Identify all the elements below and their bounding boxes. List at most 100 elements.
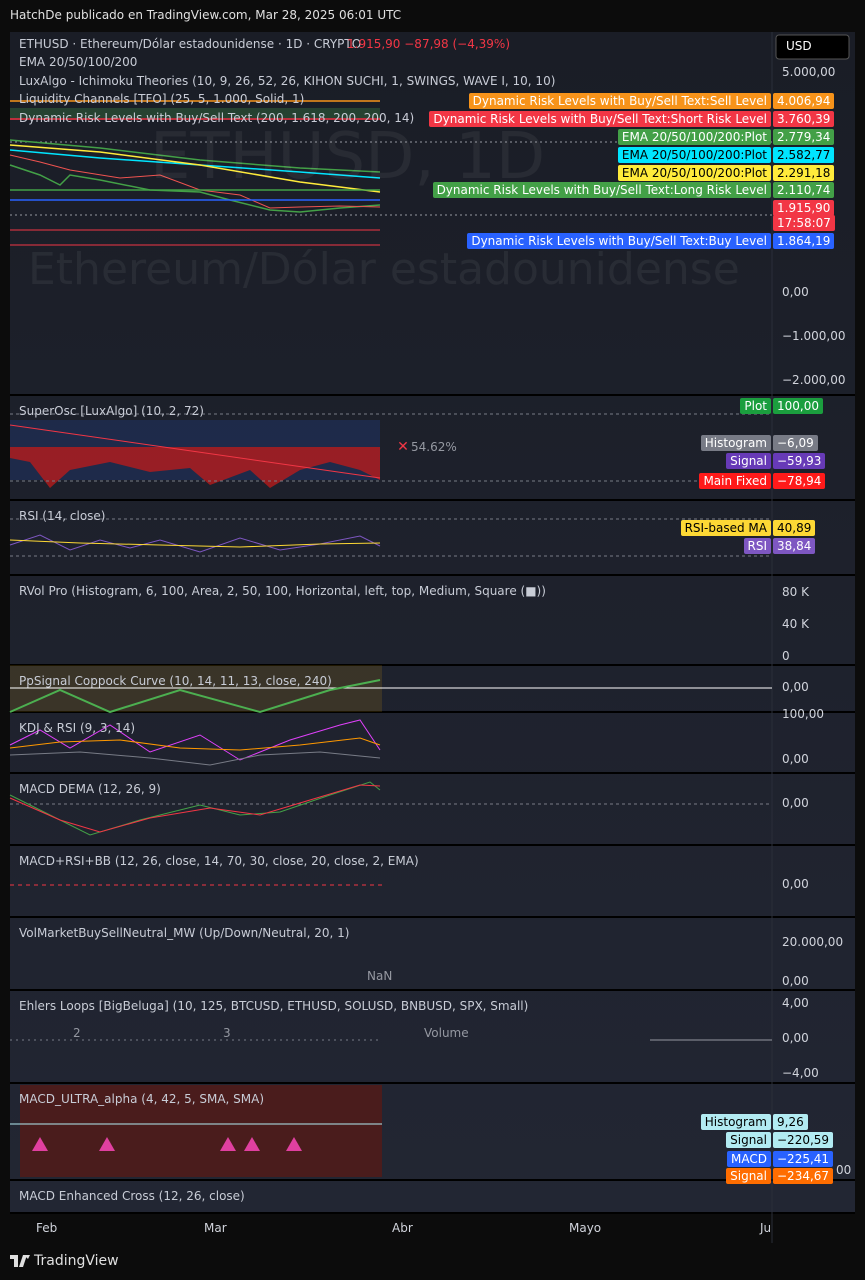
- kdj: [9, 719, 381, 766]
- tag-label: RSI-based MA: [680, 520, 771, 536]
- axis-label: 0,00: [782, 974, 809, 988]
- axis-label: 0,00: [782, 752, 809, 766]
- tag-value: 9,26: [773, 1114, 808, 1130]
- annotation: 2: [73, 1026, 81, 1040]
- axis-label: 00: [836, 1163, 852, 1177]
- tag-label: Plot: [740, 398, 771, 414]
- time-axis-label: Mar: [204, 1221, 227, 1235]
- tag-label: Dynamic Risk Levels with Buy/Sell Text:L…: [432, 182, 771, 198]
- tag-label: Signal: [726, 453, 771, 469]
- pane-separators: [10, 32, 855, 1243]
- tag-value: 38,84: [773, 538, 816, 554]
- currency-box[interactable]: [775, 34, 850, 60]
- annotation: Volume: [424, 1026, 469, 1040]
- tag-label: Dynamic Risk Levels with Buy/Sell Text:S…: [429, 111, 771, 127]
- tag-label: RSI: [743, 538, 771, 554]
- tag-value: −234,67: [773, 1168, 834, 1184]
- watermark-symbol: ETHUSD, 1D: [150, 120, 546, 194]
- tag-value: 3.760,39: [773, 111, 835, 127]
- tag-value: 100,00: [773, 398, 823, 414]
- axis-label: 80 K: [782, 585, 809, 599]
- pane-title: MACD Enhanced Cross (12, 26, close): [19, 1189, 245, 1203]
- tag-value: −59,93: [773, 453, 826, 469]
- tag-label: EMA 20/50/100/200:Plot: [617, 165, 771, 181]
- tag-label: Dynamic Risk Levels with Buy/Sell Text:B…: [467, 233, 771, 249]
- indicator-legend: EMA 20/50/100/200: [19, 55, 138, 69]
- pane-title: Ehlers Loops [BigBeluga] (10, 125, BTCUS…: [19, 999, 529, 1013]
- tag-label: Histogram: [700, 1114, 771, 1130]
- indicator-legend: LuxAlgo - Ichimoku Theories (10, 9, 26, …: [19, 73, 556, 88]
- axis-label: 0: [782, 649, 790, 663]
- tag-value: −6,09: [773, 435, 818, 451]
- footer-brand: TradingView: [34, 1253, 119, 1269]
- tag-label: MACD: [727, 1151, 771, 1167]
- annotation: NaN: [367, 969, 393, 983]
- annotation: 54.62%: [411, 440, 457, 454]
- tag-label: EMA 20/50/100/200:Plot: [617, 129, 771, 145]
- axis-label: 4,00: [782, 996, 809, 1010]
- time-axis-label: Feb: [36, 1221, 58, 1235]
- axis-label: −4,00: [782, 1066, 819, 1080]
- axis-label: 40 K: [782, 617, 809, 631]
- macd-ultra: [10, 1085, 382, 1177]
- header-title: HatchDe publicado en TradingView.com, Ma…: [10, 8, 402, 22]
- price-axis-label: 0,00: [782, 285, 809, 299]
- tag-value: 2.779,34: [773, 129, 835, 145]
- quote: 1.915,90 −87,98 (−4,39%): [347, 37, 511, 51]
- tag-value: 2.291,18: [773, 165, 835, 181]
- tag-label: Signal: [726, 1132, 771, 1148]
- time-axis-label: Ju: [760, 1221, 772, 1235]
- pane-title: RVol Pro (Histogram, 6, 100, Area, 2, 50…: [19, 584, 546, 598]
- pane-title: VolMarketBuySellNeutral_MW (Up/Down/Neut…: [19, 926, 350, 940]
- pane-title: PpSignal Coppock Curve (10, 14, 11, 13, …: [19, 674, 332, 688]
- tag-label: Histogram: [700, 435, 771, 451]
- annotation: 3: [223, 1026, 231, 1040]
- axis-label: 0,00: [782, 680, 809, 694]
- svg-text:✕: ✕: [397, 439, 409, 455]
- panes-background: [10, 32, 855, 1213]
- tag-value: 2.110,74: [773, 182, 835, 198]
- pane-title: SuperOsc [LuxAlgo] (10, 2, 72): [19, 404, 204, 418]
- footer-logo: [10, 1255, 30, 1271]
- pane-title: MACD_ULTRA_alpha (4, 42, 5, SMA, SMA): [19, 1092, 265, 1106]
- price-axis-label: −1.000,00: [782, 329, 846, 343]
- axis-label: 20.000,00: [782, 935, 844, 949]
- watermark: Ethereum/Dólar estadounidense: [28, 244, 740, 295]
- tag-value: 4.006,94: [773, 93, 835, 109]
- currency: USD: [786, 39, 812, 53]
- tag-time: 17:58:07: [773, 215, 835, 231]
- pane-title: RSI (14, close): [19, 509, 106, 523]
- pane-title: MACD+RSI+BB (12, 26, close, 14, 70, 30, …: [19, 854, 419, 868]
- price-axis-label: −2.000,00: [782, 373, 846, 387]
- indicator-legend: Dynamic Risk Levels with Buy/Sell Text (…: [19, 110, 415, 125]
- symbol: ETHUSD · Ethereum/Dólar estadounidense ·…: [19, 37, 362, 51]
- axis-label: 0,00: [782, 796, 809, 810]
- tag-value: −220,59: [773, 1132, 834, 1148]
- axis-label: 0,00: [782, 1031, 809, 1045]
- axis-label: 0,00: [782, 877, 809, 891]
- indicator-legend: Liquidity Channels [TFO] (25, 5, 1.000, …: [19, 92, 305, 106]
- main-lines: [9, 100, 772, 246]
- coppock: [9, 665, 772, 714]
- tag-label: Signal: [726, 1168, 771, 1184]
- macd-dema: [9, 781, 772, 836]
- pane-title: MACD DEMA (12, 26, 9): [19, 782, 161, 796]
- tag-label: Main Fixed: [699, 473, 771, 489]
- tag-value: 1.864,19: [773, 233, 835, 249]
- superosc: ✕: [9, 413, 772, 488]
- tag-value: −225,41: [773, 1151, 834, 1167]
- axis-label: 100,00: [782, 707, 824, 721]
- tag-label: Dynamic Risk Levels with Buy/Sell Text:S…: [468, 93, 771, 109]
- time-axis-label: Mayo: [569, 1221, 602, 1235]
- tag-value: −78,94: [773, 473, 826, 489]
- tag-value: 40,89: [773, 520, 816, 536]
- time-axis-label: Abr: [392, 1221, 413, 1235]
- tag-label: EMA 20/50/100/200:Plot: [617, 147, 771, 163]
- tag-value: 1.915,90: [773, 200, 835, 216]
- pane-title: KDJ & RSI (9, 3, 14): [19, 721, 136, 735]
- price-axis-label: 5.000,00: [782, 65, 836, 79]
- rsi: [9, 518, 772, 557]
- tag-value: 2.582,77: [773, 147, 835, 163]
